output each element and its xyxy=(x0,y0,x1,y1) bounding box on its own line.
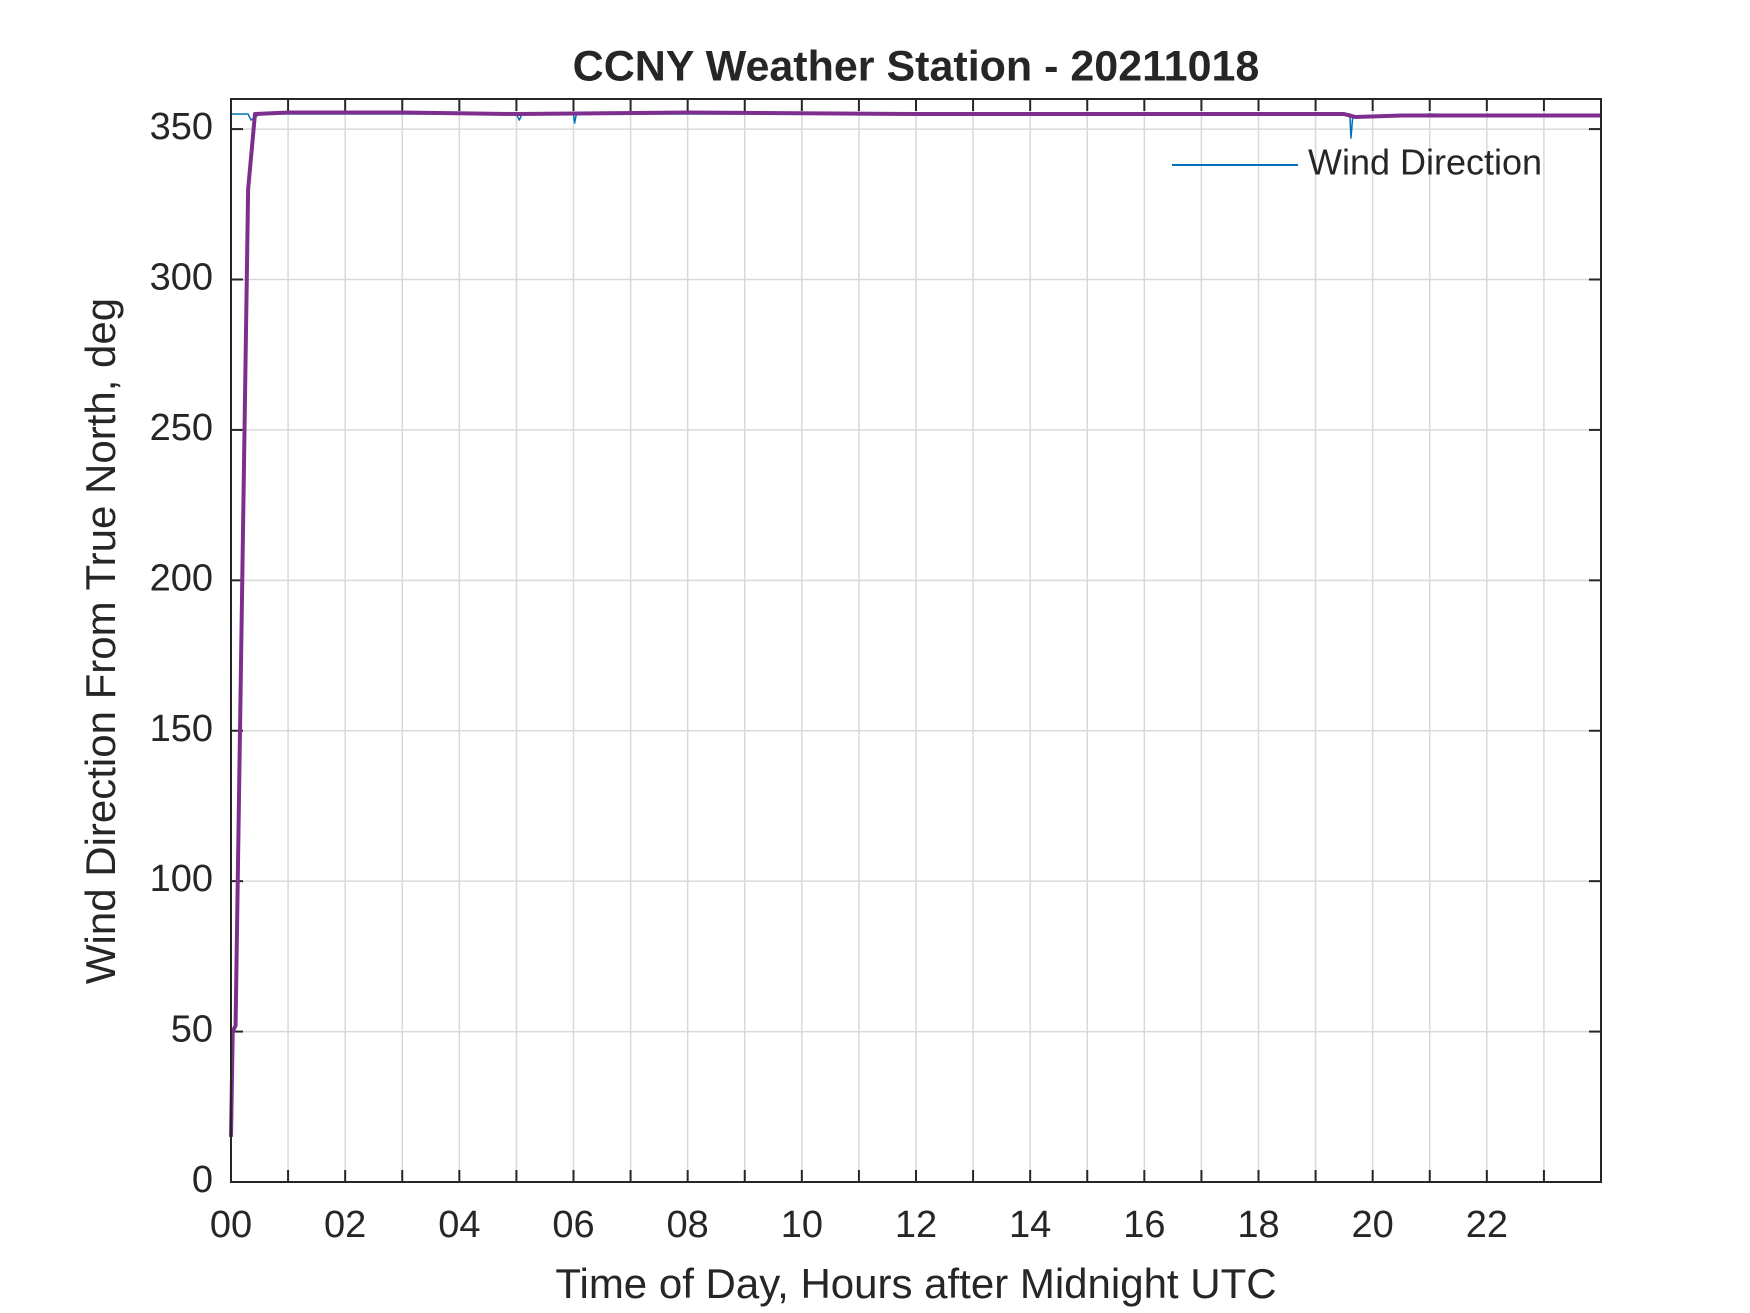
x-tick-label: 18 xyxy=(1237,1204,1279,1246)
y-tick-label: 200 xyxy=(150,557,213,599)
x-tick-label: 10 xyxy=(781,1204,823,1246)
x-axis-label: Time of Day, Hours after Midnight UTC xyxy=(555,1260,1276,1307)
x-tick-label: 08 xyxy=(667,1204,709,1246)
x-tick-label: 04 xyxy=(438,1204,480,1246)
x-tick-label: 06 xyxy=(552,1204,594,1246)
x-tick-label: 16 xyxy=(1123,1204,1165,1246)
chart-title: CCNY Weather Station - 20211018 xyxy=(573,42,1260,90)
x-tick-label: 22 xyxy=(1466,1204,1508,1246)
x-tick-label: 00 xyxy=(210,1204,252,1246)
plot-frame xyxy=(230,98,1602,1183)
data-line xyxy=(229,110,1601,1137)
y-tick-label: 300 xyxy=(150,257,213,299)
x-tick-label: 02 xyxy=(324,1204,366,1246)
y-tick-label: 50 xyxy=(171,1009,213,1051)
y-tick-label: 350 xyxy=(150,106,213,148)
x-tick-label: 14 xyxy=(1009,1204,1051,1246)
y-tick-label: 150 xyxy=(150,708,213,750)
legend-label: Wind Direction xyxy=(1308,142,1542,183)
y-tick-label: 100 xyxy=(150,858,213,900)
x-tick-label: 12 xyxy=(895,1204,937,1246)
y-tick-label: 250 xyxy=(150,407,213,449)
y-axis-label: Wind Direction From True North, deg xyxy=(77,298,124,984)
y-tick-label: 0 xyxy=(192,1159,213,1201)
x-tick-label: 20 xyxy=(1352,1204,1394,1246)
